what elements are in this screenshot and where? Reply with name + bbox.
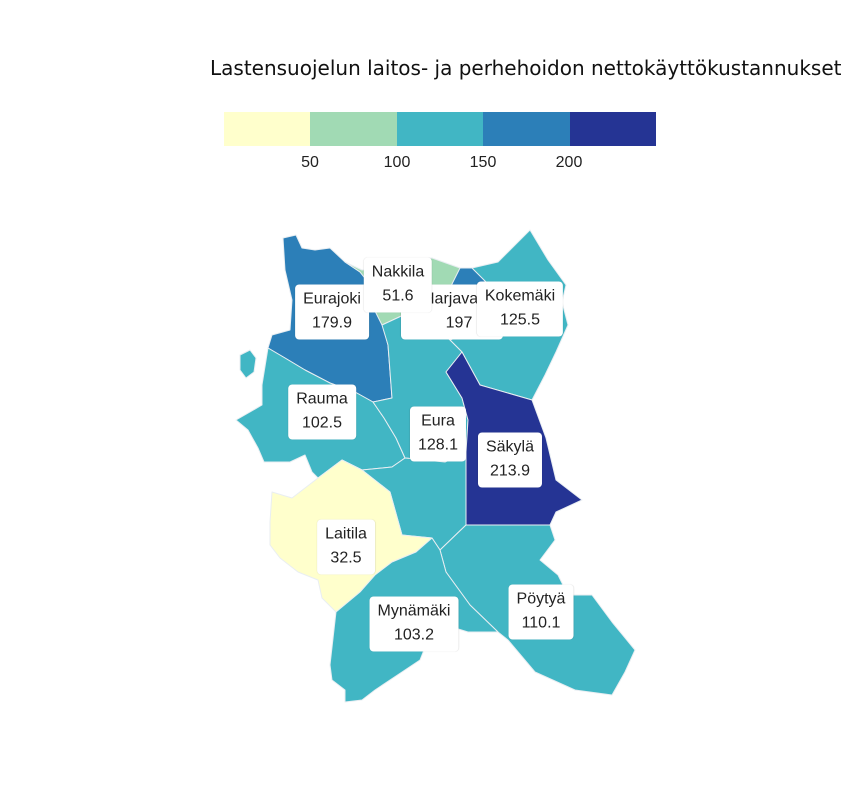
- label-name: Pöytyä: [516, 590, 566, 608]
- region-island[interactable]: [239, 349, 257, 379]
- color-legend: [224, 112, 657, 146]
- label-nakkila: Nakkila 51.6: [363, 257, 433, 313]
- label-sakyla: Säkylä 213.9: [477, 432, 543, 488]
- label-mynamaki: Mynämäki 103.2: [369, 596, 459, 652]
- label-value: 103.2: [393, 626, 435, 644]
- legend-tick-150: 150: [469, 154, 497, 171]
- label-name: Laitila: [325, 525, 367, 543]
- legend-swatch-5: [569, 112, 657, 146]
- label-value: 213.9: [489, 462, 531, 480]
- label-eurajoki: Eurajoki 179.9: [295, 284, 369, 340]
- label-name: Rauma: [296, 390, 348, 408]
- label-name: Mynämäki: [377, 602, 451, 620]
- label-kokemaki: Kokemäki 125.5: [476, 281, 564, 337]
- label-name: Eurajoki: [303, 290, 361, 308]
- label-value: 128.1: [417, 436, 459, 454]
- label-value: 197: [445, 314, 473, 332]
- label-value: 125.5: [499, 311, 541, 329]
- legend-tick-100: 100: [383, 154, 411, 171]
- label-name: Nakkila: [371, 263, 425, 281]
- legend-tick-200: 200: [555, 154, 583, 171]
- legend-swatch-2: [310, 112, 397, 146]
- label-poytya: Pöytyä 110.1: [508, 584, 574, 640]
- label-name: Eura: [421, 412, 455, 430]
- label-name: Säkylä: [485, 438, 535, 456]
- label-value: 102.5: [301, 414, 343, 432]
- label-value: 51.6: [382, 287, 414, 305]
- label-value: 32.5: [330, 549, 362, 567]
- label-laitila: Laitila 32.5: [317, 519, 375, 575]
- legend-swatch-1: [224, 112, 311, 146]
- map-title: Lastensuojelun laitos- ja perhehoidon ne…: [210, 56, 842, 80]
- label-name: Kokemäki: [484, 287, 556, 305]
- legend-swatch-3: [396, 112, 484, 146]
- label-rauma: Rauma 102.5: [288, 384, 356, 440]
- label-eura: Eura 128.1: [409, 406, 467, 462]
- legend-tick-50: 50: [301, 154, 319, 171]
- label-value: 179.9: [311, 314, 353, 332]
- label-value: 110.1: [521, 614, 561, 632]
- legend-swatch-4: [483, 112, 570, 146]
